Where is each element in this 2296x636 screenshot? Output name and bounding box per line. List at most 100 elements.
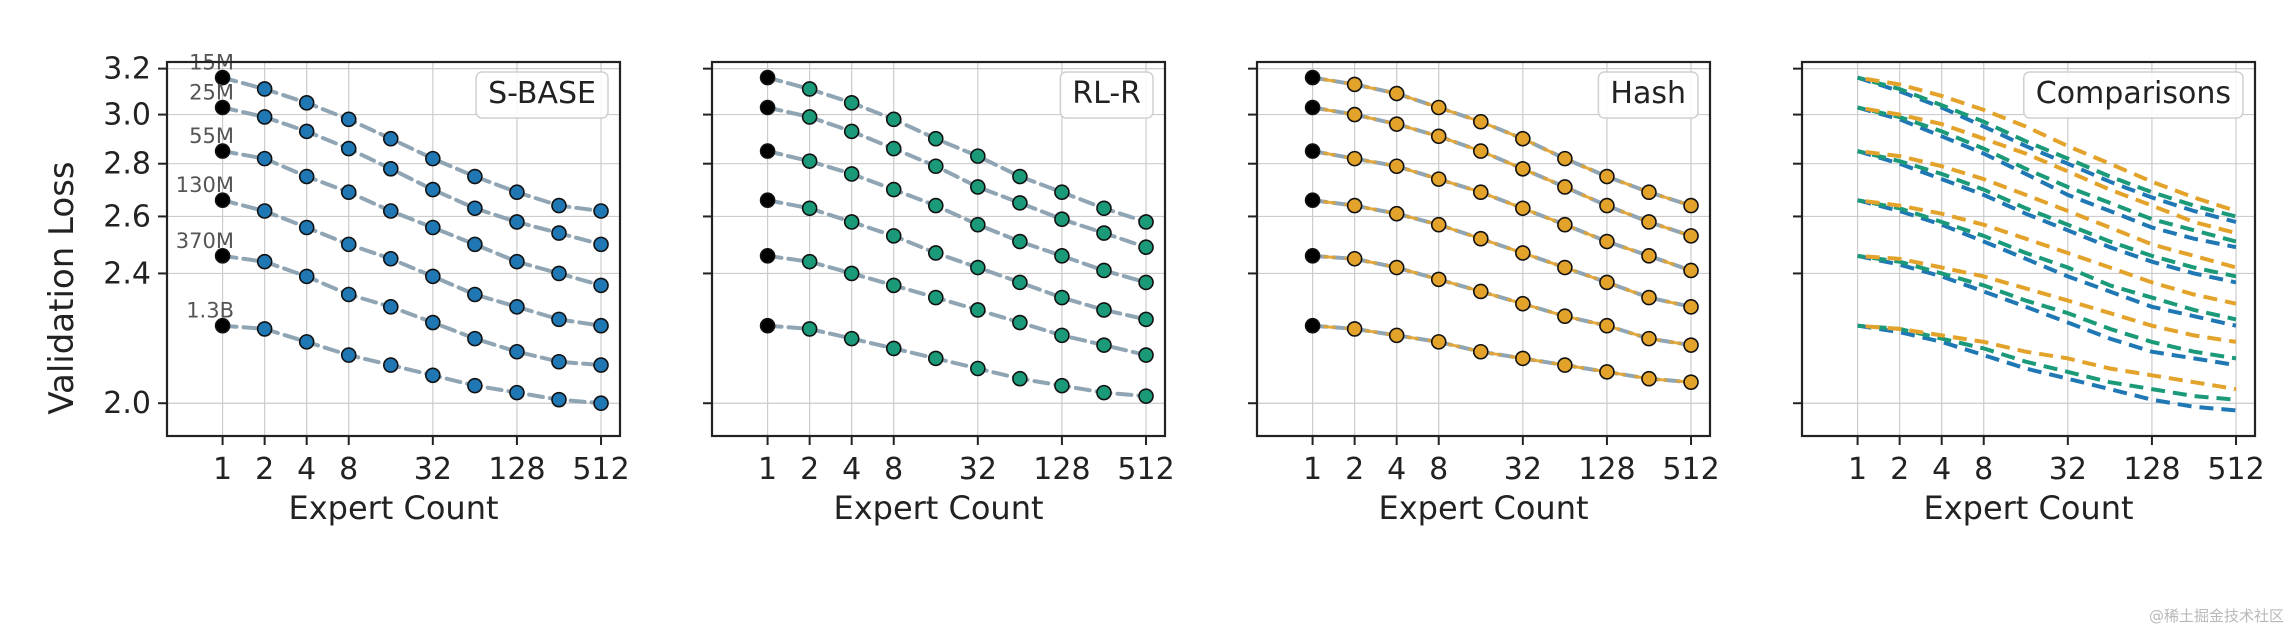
y-tick-label: 3.2: [103, 52, 151, 87]
x-tick-label: 1: [758, 452, 777, 487]
data-point: [1641, 370, 1657, 387]
data-point: [1054, 377, 1070, 394]
data-point: [1012, 314, 1028, 331]
fit-line-accent: [1312, 324, 1692, 384]
data-point: [1138, 274, 1154, 291]
data-point: [1683, 197, 1699, 214]
comparison-line: [1857, 198, 2237, 322]
data-point: [1012, 195, 1028, 211]
data-point: [1304, 143, 1321, 159]
data-point: [1472, 113, 1489, 130]
model-size-label: 55M: [189, 124, 234, 148]
data-point: [467, 200, 483, 217]
data-point: [298, 334, 315, 350]
data-point: [927, 158, 944, 175]
data-point: [1430, 128, 1447, 145]
comparison-line: [1857, 253, 2237, 344]
data-point: [1096, 225, 1112, 241]
data-point: [1096, 200, 1112, 217]
comparison-line: [1857, 149, 2237, 270]
comparison-line: [1857, 105, 2237, 250]
x-tick-label: 1: [213, 452, 232, 487]
fit-line: [1310, 149, 1693, 273]
data-point: [551, 197, 567, 214]
data-point: [759, 99, 776, 116]
data-point: [1138, 214, 1154, 230]
comparison-line: [1857, 149, 2237, 285]
data-point: [509, 343, 525, 360]
data-point: [214, 99, 231, 116]
data-point: [885, 111, 902, 128]
data-point: [467, 377, 483, 394]
data-point: [256, 203, 273, 219]
data-point: [214, 317, 231, 334]
data-point: [801, 321, 818, 337]
data-point: [1472, 283, 1489, 300]
watermark: @稀土掘金技术社区: [2148, 607, 2284, 625]
data-point: [1472, 230, 1489, 247]
y-axis-label: Validation Loss: [42, 161, 82, 414]
comparison-line: [1857, 253, 2237, 361]
data-point: [759, 192, 776, 209]
data-point: [593, 277, 609, 294]
fit-line: [220, 323, 603, 406]
data-point: [298, 168, 315, 185]
panel-title-box: [475, 71, 609, 119]
data-point: [1096, 262, 1112, 279]
data-point: [1641, 330, 1657, 347]
data-point: [509, 184, 525, 201]
data-point: [298, 268, 315, 285]
x-axis-label: Expert Count: [1378, 489, 1588, 527]
data-point: [843, 330, 860, 347]
data-point: [340, 140, 357, 157]
data-point: [1012, 370, 1028, 387]
axes-frame: [165, 60, 622, 438]
comparison-line: [1856, 75, 2237, 224]
x-tick-label: 512: [1117, 452, 1174, 487]
data-point: [1599, 274, 1615, 291]
fit-line: [220, 149, 603, 288]
data-point: [759, 248, 776, 264]
x-tick-label: 4: [1932, 452, 1951, 487]
data-point: [1388, 158, 1405, 175]
panel-s-base: 1 2 4 8 32 128 512 2.0 2.4 2.6 2.8 3.0 3.2 Expert Cou…: [103, 51, 629, 527]
data-point: [467, 330, 483, 347]
panel-title: Comparisons: [2036, 76, 2231, 111]
x-tick-label: 8: [339, 452, 358, 487]
data-point: [1557, 150, 1573, 167]
data-point: [256, 253, 273, 270]
data-point: [927, 289, 944, 306]
data-point: [1012, 274, 1028, 291]
data-point: [1515, 161, 1531, 177]
data-point: [214, 248, 231, 264]
fit-line-accent: [1312, 106, 1692, 238]
data-point: [970, 360, 986, 377]
data-point: [1054, 211, 1070, 227]
x-tick-label: 2: [1345, 452, 1364, 487]
data-point: [1430, 334, 1447, 350]
data-point: [1557, 179, 1573, 195]
data-point: [843, 265, 860, 282]
comparison-line: [1857, 75, 2237, 219]
data-point: [382, 130, 399, 147]
data-point: [1515, 350, 1531, 367]
data-point: [1096, 384, 1112, 401]
model-size-label: 370M: [176, 229, 234, 253]
fit-line-accent: [1312, 254, 1692, 347]
data-point: [759, 317, 776, 334]
panel-title-box: [1059, 71, 1154, 119]
data-point: [1096, 337, 1112, 353]
data-point: [593, 395, 609, 412]
data-point: [1599, 197, 1615, 214]
x-tick-label: 32: [959, 452, 997, 487]
x-tick-label: 8: [884, 452, 903, 487]
data-point: [1388, 259, 1405, 276]
data-point: [1430, 171, 1447, 187]
axes-frame: [1255, 60, 1712, 438]
comparison-line: [1857, 75, 2237, 213]
data-point: [927, 197, 944, 214]
data-point: [1599, 233, 1615, 250]
data-point: [1138, 347, 1154, 363]
comparison-line: [1857, 323, 2237, 392]
data-point: [509, 299, 525, 315]
